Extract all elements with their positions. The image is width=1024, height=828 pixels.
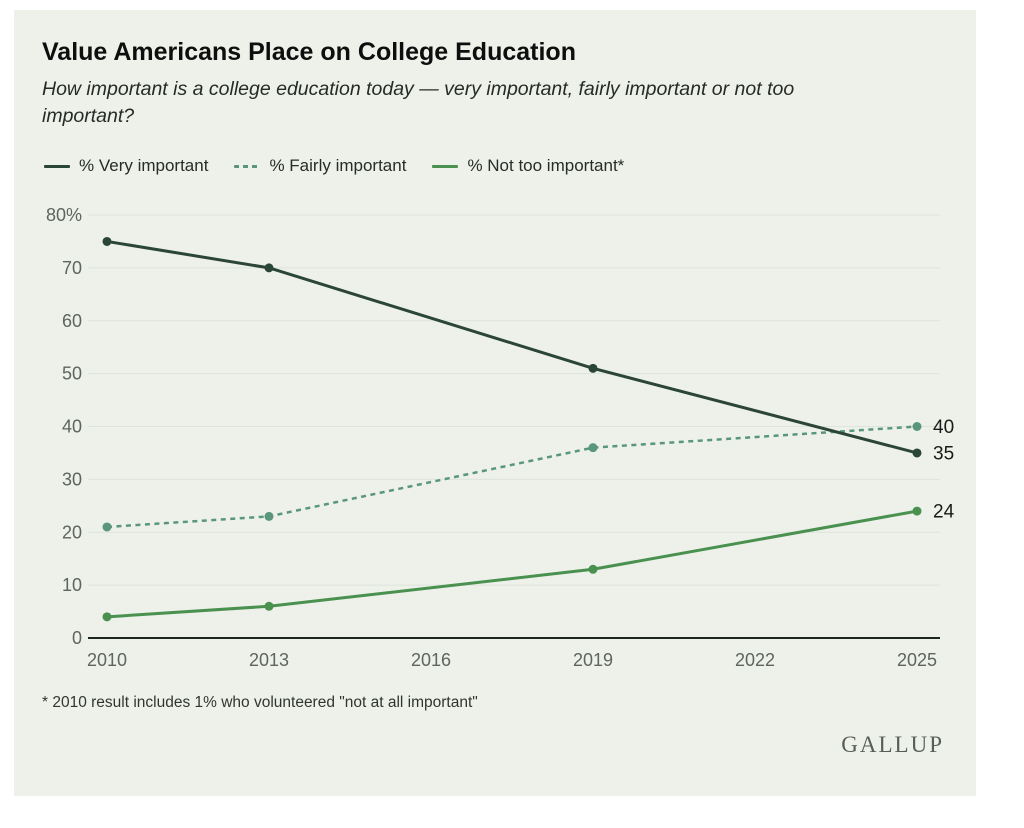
data-point-marker: [588, 443, 598, 453]
series-line-not_too_important: [106, 509, 918, 619]
subtitle-line-2: important?: [42, 105, 135, 128]
legend-item-fairly-important: % Fairly important: [234, 156, 406, 176]
page-title: Value Americans Place on College Educati…: [42, 38, 576, 66]
x-axis-tick-label: 2013: [249, 650, 289, 670]
x-axis-tick-label: 2016: [411, 650, 451, 670]
legend-item-not-too-important: % Not too important*: [432, 156, 624, 176]
series-end-value-label: 24: [933, 502, 955, 523]
gallup-logo: GALLUP: [841, 732, 944, 757]
data-point-marker: [264, 511, 274, 521]
series-line-fairly_important: [106, 425, 918, 529]
data-point-marker: [912, 506, 922, 516]
y-axis-tick-label: 30: [62, 469, 82, 489]
y-axis-tick-label: 0: [72, 628, 82, 648]
y-axis-tick-label: 20: [62, 522, 82, 542]
data-point-marker: [102, 612, 112, 622]
data-point-marker: [264, 601, 274, 611]
y-axis-tick-label: 60: [62, 311, 82, 331]
chart-subtitle: How important is a college education tod…: [42, 76, 794, 131]
data-point-marker: [588, 564, 598, 574]
chart-card: Value Americans Place on College Educati…: [14, 10, 976, 796]
series-end-value-label: 35: [933, 443, 954, 464]
data-point-marker: [588, 363, 598, 373]
legend-item-very-important: % Very important: [44, 156, 208, 176]
legend-label-fairly-important: % Fairly important: [269, 156, 407, 175]
y-axis-tick-label: 40: [62, 417, 82, 437]
series-line-very_important: [106, 239, 918, 455]
y-axis-tick-label: 50: [62, 364, 82, 384]
legend-label-not-too-important: % Not too important*: [467, 156, 625, 175]
line-chart: 0 10 20 30 40 50 60 70 80% 2010 2013 2016 2019 2022 20…: [46, 205, 955, 670]
y-axis-tick-label: 80%: [46, 205, 82, 225]
y-axis-tick-label: 70: [62, 258, 82, 278]
legend-swatch-fairly-important-icon: [234, 164, 261, 168]
x-axis-tick-label: 2010: [87, 650, 127, 670]
data-point-marker: [102, 522, 112, 532]
data-point-marker: [912, 422, 922, 431]
data-point-marker: [912, 448, 922, 458]
legend-swatch-not-too-important-icon: [432, 164, 459, 168]
data-point-marker: [102, 236, 112, 246]
legend-label-very-important: % Very important: [79, 156, 209, 175]
subtitle-line-1: How important is a college education tod…: [42, 78, 795, 100]
x-axis-tick-label: 2019: [573, 650, 613, 670]
x-axis-tick-label: 2022: [735, 650, 775, 670]
x-axis-tick-label: 2025: [897, 650, 937, 670]
series-end-value-label: 40: [933, 417, 954, 438]
chart-legend: % Very important % Fairly important % No…: [44, 156, 624, 176]
chart-footnote: * 2010 result includes 1% who volunteere…: [42, 694, 478, 711]
y-axis-tick-label: 10: [62, 575, 82, 595]
legend-swatch-very-important-icon: [44, 164, 70, 168]
data-point-marker: [264, 263, 274, 273]
